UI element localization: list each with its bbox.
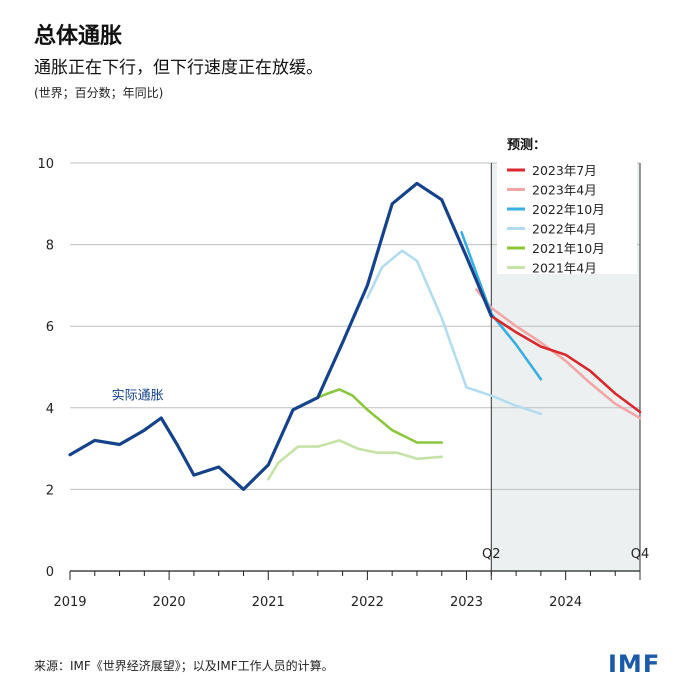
series-line <box>490 314 642 414</box>
series-line <box>316 388 443 444</box>
x-tick-label: 2019 <box>53 595 86 610</box>
x-tick-label: 2024 <box>549 595 582 610</box>
y-tick-label: 0 <box>46 565 54 580</box>
quarter-label: Q4 <box>631 547 650 562</box>
series-line <box>68 181 493 491</box>
legend-label: 2022年10月 <box>532 202 605 217</box>
legend-box <box>497 152 637 274</box>
legend-label: 2023年7月 <box>532 163 597 178</box>
legend-label: 2021年4月 <box>532 261 597 276</box>
source-note: 来源：IMF《世界经济展望》；以及IMF工作人员的计算。 <box>34 659 334 673</box>
legend-label: 2022年4月 <box>532 222 597 237</box>
y-tick-label: 4 <box>46 402 54 417</box>
x-tick-label: 2021 <box>252 595 285 610</box>
x-tick-label: 2022 <box>351 595 384 610</box>
series-line <box>366 249 543 416</box>
quarter-label: Q2 <box>482 547 501 562</box>
legend-title: 预测： <box>507 137 546 153</box>
chart-subtitle: 通胀正在下行，但下行速度正在放缓。 <box>34 58 323 78</box>
series-annotation: 实际通胀 <box>112 389 164 404</box>
x-tick-label: 2020 <box>153 595 186 610</box>
chart-units-note: (世界；百分数；年同比) <box>34 86 164 100</box>
y-tick-label: 2 <box>46 483 54 498</box>
y-tick-label: 8 <box>46 239 54 254</box>
legend-label: 2021年10月 <box>532 241 605 256</box>
y-tick-label: 10 <box>37 157 54 172</box>
chart-title: 总体通胀 <box>34 24 123 49</box>
legend-label: 2023年4月 <box>532 183 597 198</box>
y-tick-label: 6 <box>46 320 54 335</box>
series-line <box>267 439 443 481</box>
imf-logo: IMF <box>608 650 661 678</box>
x-tick-label: 2023 <box>450 595 483 610</box>
